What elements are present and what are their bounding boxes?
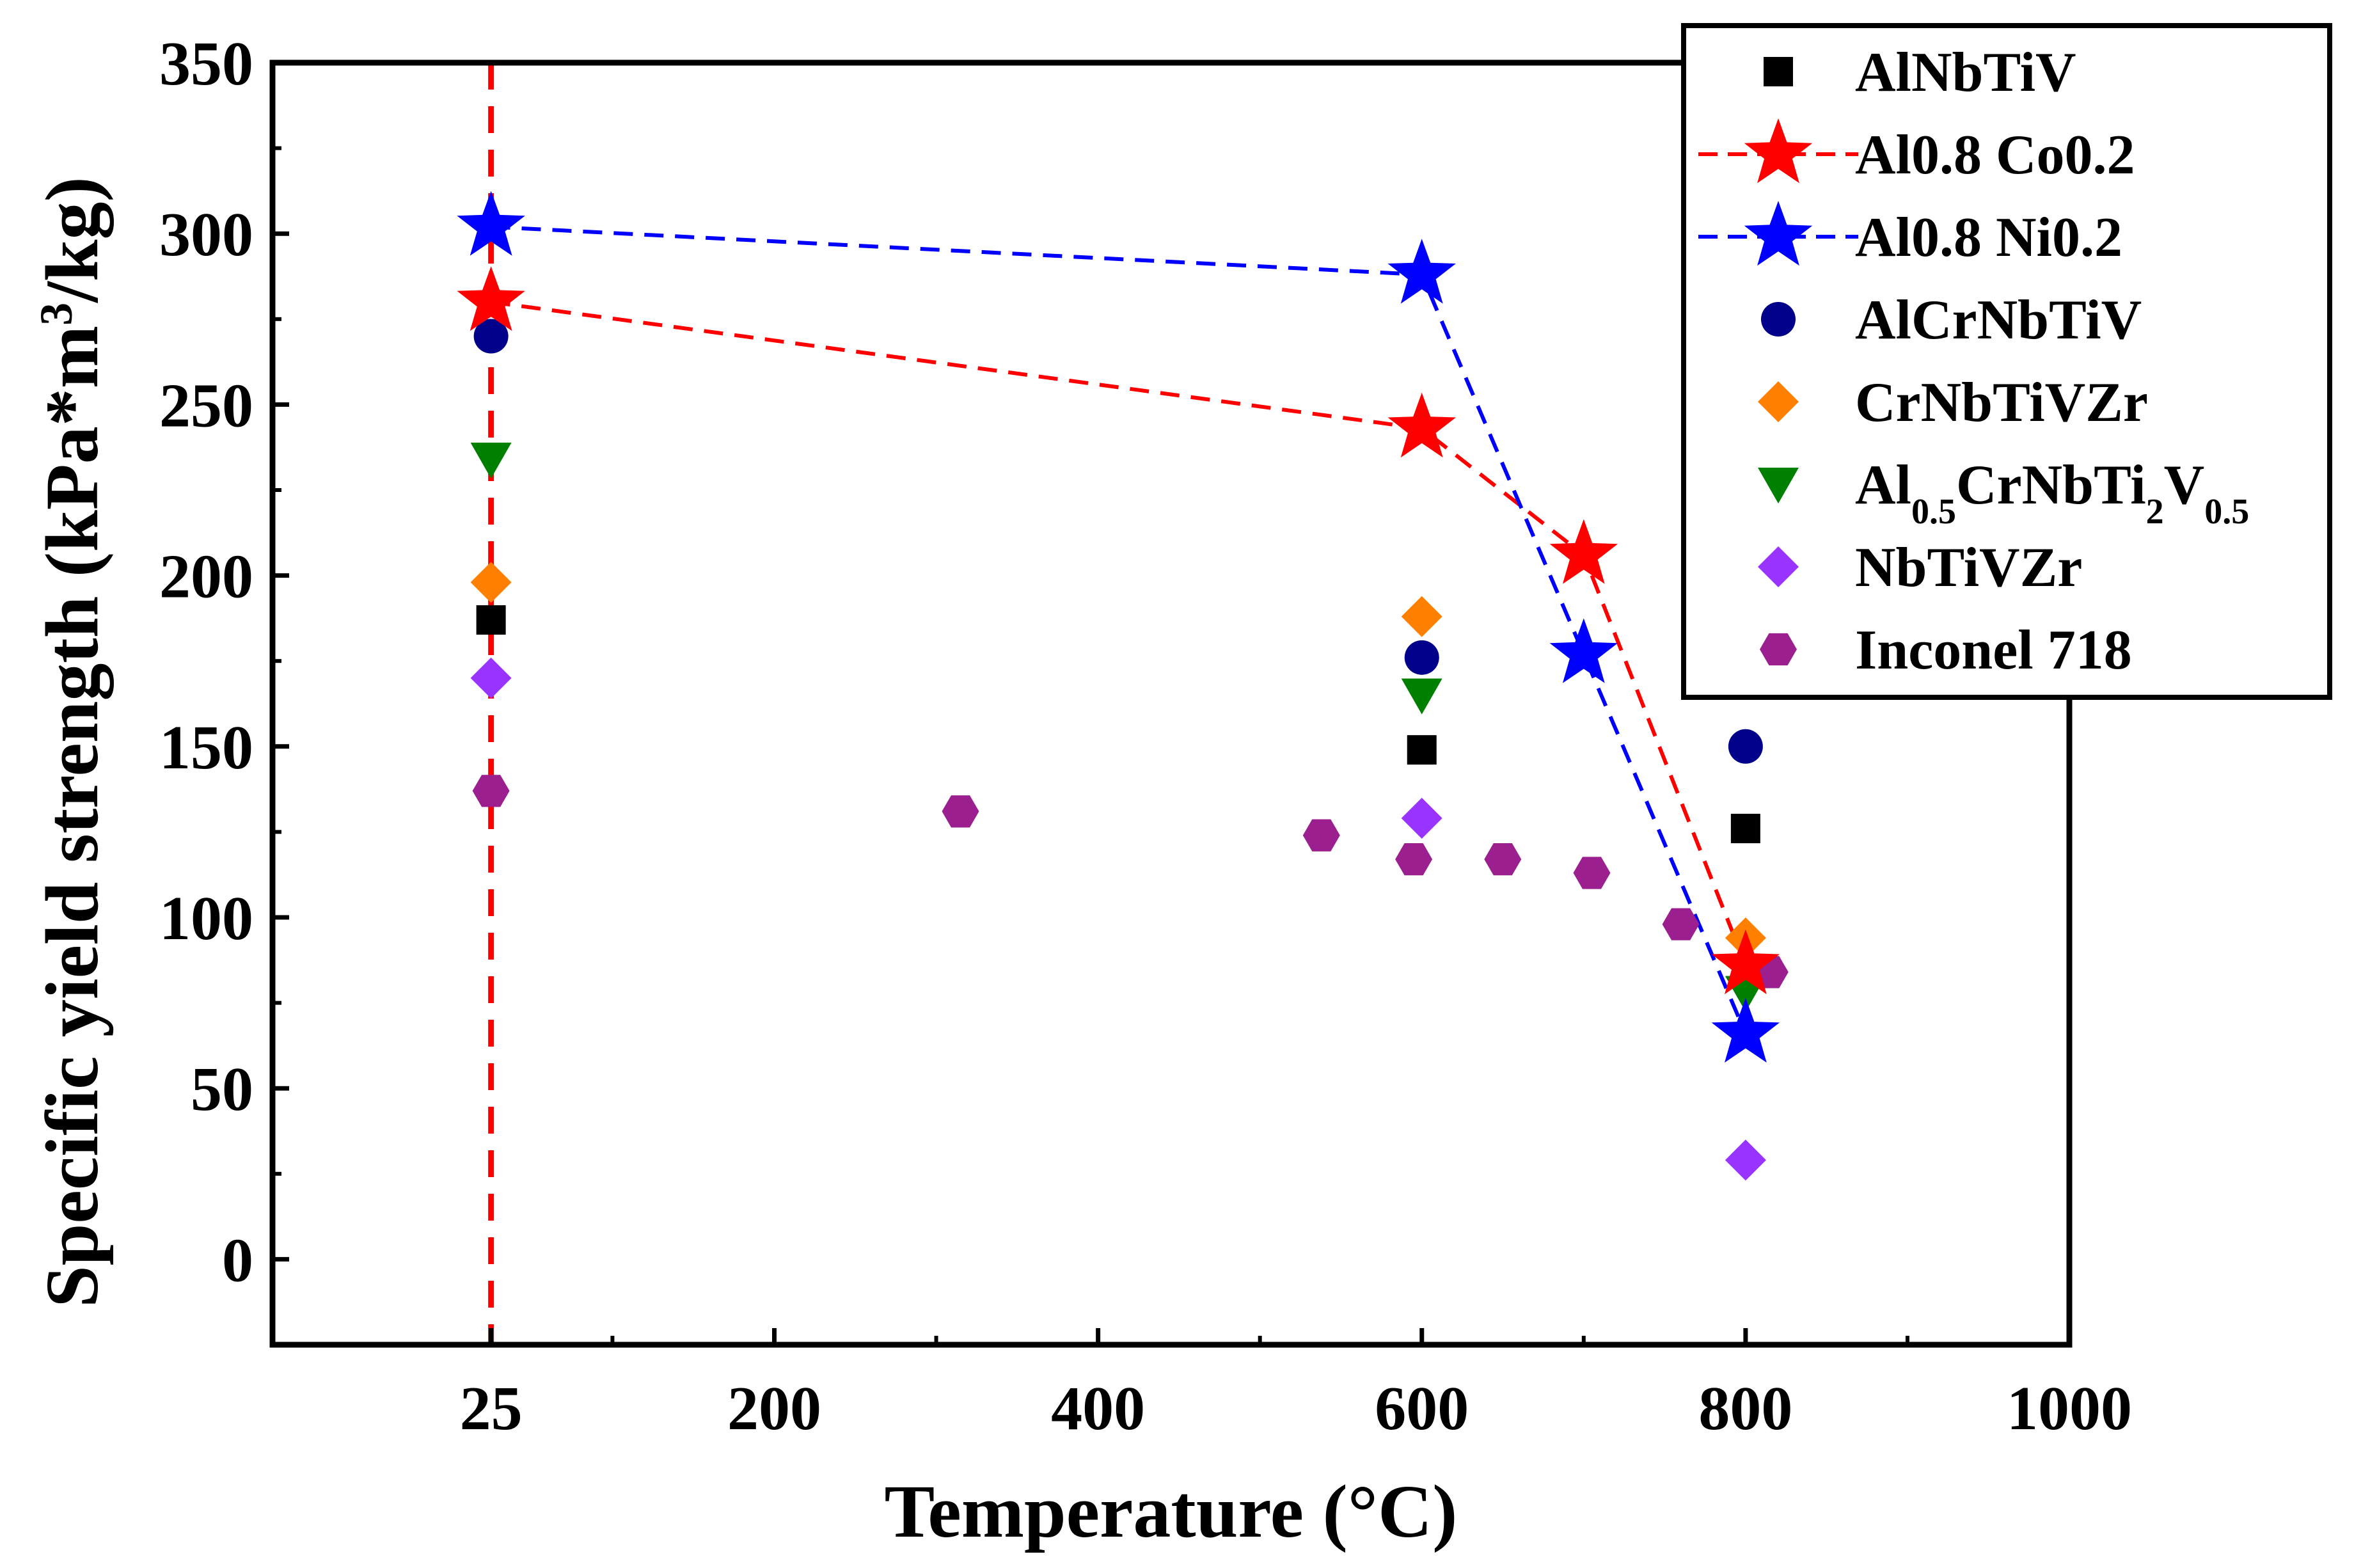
data-point-6-1	[1401, 798, 1442, 839]
legend-marker-4	[1758, 381, 1799, 422]
data-point-7-3	[1395, 843, 1433, 876]
y-axis-title-main: Specific yield strength (kPa*m	[30, 326, 114, 1308]
y-tick-label: 200	[159, 542, 253, 612]
legend-label-2: Al0.8 Ni0.2	[1855, 207, 2122, 269]
data-point-3-2	[1728, 729, 1763, 764]
legend-marker-7	[1760, 633, 1797, 666]
y-axis-title: Specific yield strength (kPa*m3/kg)	[30, 177, 114, 1308]
x-tick-label: 400	[1051, 1374, 1145, 1443]
x-tick-label: 25	[460, 1374, 523, 1443]
data-point-5-1	[1401, 678, 1442, 715]
data-point-1-0	[457, 266, 525, 331]
legend-label-6: NbTiVZr	[1855, 537, 2082, 599]
plot-frame	[269, 59, 2073, 1348]
data-point-7-5	[1573, 857, 1611, 889]
x-tick-label: 800	[1698, 1374, 1792, 1443]
legend-label-7: Inconel 718	[1855, 619, 2132, 681]
data-point-7-6	[1662, 908, 1700, 940]
axis-ticks: 25 200 400 600 800 1000 0 50 100 150 200 250 300 350	[159, 29, 2132, 1443]
y-tick-label: 350	[159, 29, 253, 99]
legend: AlNbTiV Al0.8 Co0.2 Al0.8 Ni0.2 AlCrNbTiV Cr…	[1681, 23, 2332, 700]
data-point-1-2	[1549, 519, 1618, 584]
data-point-4-1	[1401, 596, 1442, 637]
data-point-5-0	[470, 442, 512, 479]
y-tick-label: 0	[222, 1226, 253, 1295]
series-line-1	[491, 300, 1748, 966]
legend-label-4: CrNbTiVZr	[1855, 372, 2148, 434]
y-tick-label: 250	[159, 371, 253, 440]
data-point-1-3	[1711, 929, 1780, 995]
legend-marker-2	[1744, 201, 1813, 266]
x-tick-label: 1000	[2007, 1374, 2132, 1443]
data-point-2-2	[1549, 618, 1618, 683]
legend-label-3: AlCrNbTiV	[1855, 289, 2142, 351]
data-point-0-2	[1730, 814, 1760, 844]
series-line-2	[491, 225, 1748, 1034]
y-tick-label: 100	[159, 884, 253, 953]
legend-marker-6	[1758, 546, 1799, 587]
data-point-0-1	[1407, 735, 1437, 765]
y-tick-label: 300	[159, 200, 253, 269]
data-point-6-0	[470, 657, 512, 699]
data-point-7-0	[472, 775, 510, 807]
y-tick-label: 150	[159, 713, 253, 782]
legend-marker-1	[1744, 118, 1813, 184]
x-tick-label: 200	[727, 1374, 821, 1443]
legend-label-0: AlNbTiV	[1855, 42, 2076, 104]
data-point-7-4	[1484, 843, 1522, 876]
legend-marker-0	[1764, 57, 1793, 86]
x-axis-title: Temperature (°C)	[885, 1469, 1458, 1553]
legend-marker-5	[1758, 468, 1799, 503]
y-axis-title-end: /kg)	[30, 177, 114, 304]
x-tick-label: 600	[1375, 1374, 1469, 1443]
data-point-1-1	[1387, 392, 1456, 458]
data-point-4-0	[470, 562, 512, 603]
legend-label-5: Al0.5CrNbTi2V0.5	[1855, 454, 2249, 532]
data-point-2-1	[1387, 239, 1456, 304]
data-point-7-1	[942, 795, 979, 828]
plot-area	[457, 63, 1789, 1345]
data-point-3-0	[473, 319, 509, 354]
legend-marker-3	[1761, 302, 1796, 337]
data-point-2-0	[457, 191, 525, 256]
y-axis-title-superscript: 3	[31, 303, 82, 326]
legend-label-1: Al0.8 Co0.2	[1855, 124, 2135, 186]
data-point-7-2	[1302, 819, 1340, 851]
data-point-3-1	[1404, 640, 1439, 675]
data-point-2-3	[1711, 997, 1780, 1063]
y-tick-label: 50	[191, 1055, 253, 1124]
legend-box	[1681, 23, 2332, 700]
data-point-0-0	[476, 605, 506, 635]
data-point-6-2	[1725, 1139, 1766, 1181]
